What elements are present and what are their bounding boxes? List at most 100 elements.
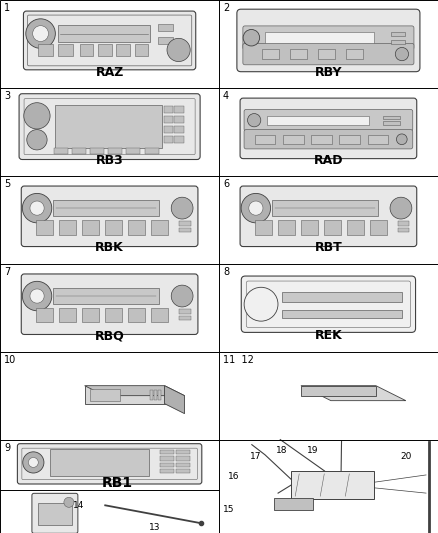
- Bar: [179, 228, 191, 232]
- Bar: [324, 220, 341, 235]
- Circle shape: [27, 130, 47, 150]
- Bar: [160, 456, 173, 461]
- Bar: [90, 389, 120, 401]
- Bar: [127, 148, 141, 154]
- Bar: [134, 44, 148, 56]
- Bar: [80, 44, 93, 56]
- Bar: [383, 116, 400, 119]
- FancyBboxPatch shape: [243, 26, 414, 50]
- Text: 20: 20: [401, 452, 412, 461]
- Bar: [154, 390, 156, 400]
- Bar: [392, 39, 406, 44]
- Bar: [255, 135, 276, 144]
- Text: 16: 16: [228, 472, 239, 481]
- Bar: [311, 135, 332, 144]
- Circle shape: [243, 29, 260, 46]
- Bar: [347, 220, 364, 235]
- FancyBboxPatch shape: [244, 130, 413, 149]
- Bar: [265, 33, 374, 43]
- Bar: [179, 316, 191, 320]
- Bar: [262, 49, 279, 59]
- Bar: [301, 220, 318, 235]
- Circle shape: [244, 287, 278, 321]
- Bar: [38, 503, 72, 526]
- Text: 8: 8: [223, 267, 229, 277]
- Text: 10: 10: [4, 354, 17, 365]
- FancyBboxPatch shape: [240, 186, 417, 247]
- Bar: [272, 200, 378, 216]
- Text: 14: 14: [73, 501, 84, 510]
- FancyBboxPatch shape: [19, 94, 200, 159]
- Bar: [174, 106, 184, 113]
- Bar: [53, 288, 159, 304]
- Text: 3: 3: [4, 91, 11, 101]
- Bar: [174, 136, 184, 143]
- FancyBboxPatch shape: [24, 11, 196, 70]
- Circle shape: [24, 103, 50, 129]
- Bar: [82, 220, 99, 235]
- Circle shape: [171, 285, 193, 307]
- Text: 1: 1: [4, 3, 11, 13]
- Bar: [370, 220, 387, 235]
- Bar: [105, 308, 122, 322]
- Bar: [278, 220, 295, 235]
- Bar: [164, 126, 173, 133]
- Polygon shape: [85, 386, 184, 395]
- Circle shape: [396, 47, 409, 61]
- Bar: [90, 148, 104, 154]
- Circle shape: [247, 114, 261, 127]
- Bar: [339, 135, 360, 144]
- Circle shape: [64, 497, 74, 507]
- Text: RBQ: RBQ: [95, 329, 124, 342]
- Bar: [291, 471, 374, 499]
- Bar: [164, 136, 173, 143]
- Text: REK: REK: [314, 329, 342, 342]
- Bar: [105, 220, 122, 235]
- Text: RBT: RBT: [314, 241, 342, 254]
- Bar: [176, 463, 190, 467]
- Text: 7: 7: [4, 267, 11, 277]
- Polygon shape: [301, 386, 376, 395]
- Circle shape: [390, 197, 412, 219]
- Bar: [267, 116, 369, 125]
- FancyBboxPatch shape: [240, 98, 417, 159]
- FancyBboxPatch shape: [32, 494, 78, 533]
- Circle shape: [28, 457, 38, 467]
- Circle shape: [396, 134, 407, 144]
- Bar: [346, 49, 364, 59]
- Circle shape: [167, 38, 190, 61]
- Bar: [176, 469, 190, 473]
- Bar: [72, 148, 86, 154]
- Text: 9: 9: [4, 442, 11, 453]
- FancyBboxPatch shape: [244, 109, 413, 131]
- Bar: [98, 44, 112, 56]
- Circle shape: [171, 197, 193, 219]
- Bar: [392, 32, 406, 36]
- Bar: [128, 220, 145, 235]
- Circle shape: [26, 19, 55, 49]
- Bar: [160, 469, 173, 473]
- Bar: [158, 37, 173, 44]
- Polygon shape: [165, 386, 184, 414]
- Text: 4: 4: [223, 91, 229, 101]
- Circle shape: [23, 452, 44, 473]
- Text: RB1: RB1: [102, 476, 133, 490]
- Bar: [176, 456, 190, 461]
- Text: RAZ: RAZ: [95, 66, 124, 78]
- Bar: [59, 308, 76, 322]
- FancyBboxPatch shape: [237, 9, 420, 72]
- Polygon shape: [85, 386, 165, 403]
- Bar: [59, 220, 76, 235]
- Text: RBY: RBY: [314, 66, 342, 78]
- Text: 15: 15: [223, 505, 235, 514]
- Bar: [108, 148, 122, 154]
- Bar: [53, 200, 159, 216]
- Bar: [176, 450, 190, 454]
- Bar: [36, 308, 53, 322]
- Bar: [82, 308, 99, 322]
- Bar: [116, 44, 130, 56]
- Bar: [50, 449, 149, 475]
- Bar: [158, 390, 161, 400]
- Bar: [174, 116, 184, 123]
- Circle shape: [30, 289, 44, 303]
